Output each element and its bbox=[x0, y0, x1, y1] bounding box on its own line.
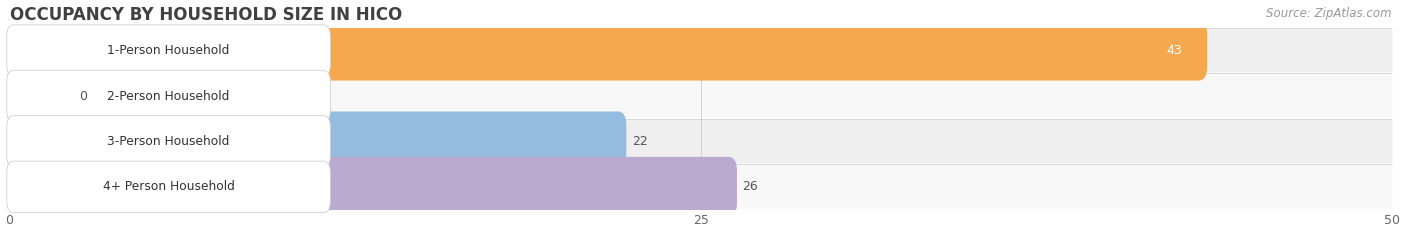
Text: 0: 0 bbox=[79, 89, 87, 103]
Text: OCCUPANCY BY HOUSEHOLD SIZE IN HICO: OCCUPANCY BY HOUSEHOLD SIZE IN HICO bbox=[10, 6, 402, 24]
FancyBboxPatch shape bbox=[7, 70, 330, 122]
FancyBboxPatch shape bbox=[7, 25, 330, 76]
FancyBboxPatch shape bbox=[10, 165, 1392, 209]
Text: 4+ Person Household: 4+ Person Household bbox=[103, 180, 235, 193]
Text: 26: 26 bbox=[742, 180, 758, 193]
Text: 3-Person Household: 3-Person Household bbox=[107, 135, 229, 148]
FancyBboxPatch shape bbox=[1, 66, 67, 126]
FancyBboxPatch shape bbox=[1, 111, 626, 171]
Text: 22: 22 bbox=[631, 135, 648, 148]
FancyBboxPatch shape bbox=[1, 157, 737, 217]
FancyBboxPatch shape bbox=[10, 120, 1392, 163]
FancyBboxPatch shape bbox=[7, 161, 330, 213]
Text: Source: ZipAtlas.com: Source: ZipAtlas.com bbox=[1267, 7, 1392, 20]
FancyBboxPatch shape bbox=[10, 74, 1392, 118]
FancyBboxPatch shape bbox=[10, 29, 1392, 72]
Text: 2-Person Household: 2-Person Household bbox=[107, 89, 229, 103]
Text: 1-Person Household: 1-Person Household bbox=[107, 44, 229, 57]
FancyBboxPatch shape bbox=[1, 21, 1208, 81]
FancyBboxPatch shape bbox=[7, 116, 330, 167]
Text: 43: 43 bbox=[1167, 44, 1182, 57]
